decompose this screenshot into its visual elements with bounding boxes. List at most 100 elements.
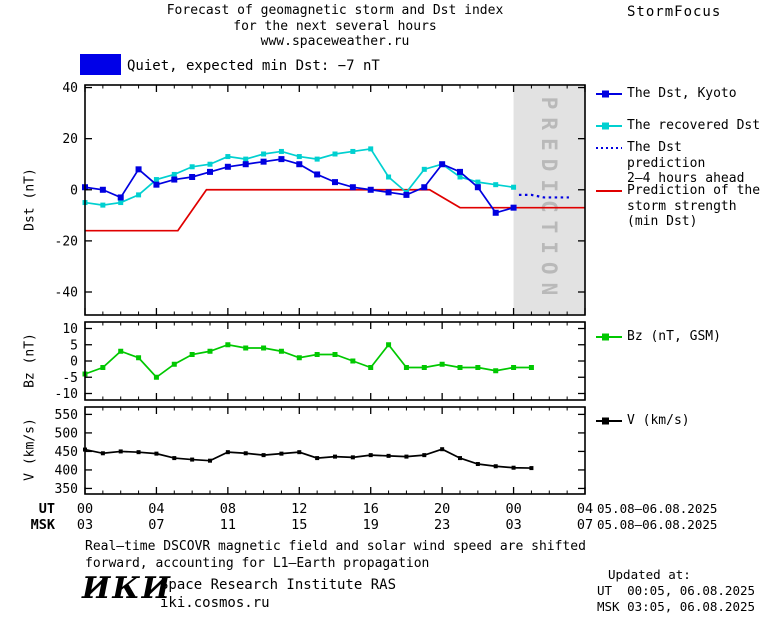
series-storm-strength [85,188,585,232]
dst-ytick-label: 0 [70,183,78,198]
marker-v [368,453,373,458]
dst-ytick-label: 20 [62,132,78,147]
v-swatch [596,415,622,427]
marker-bz [225,342,231,348]
v-plot: 550 500 450 400 350 [55,406,586,497]
marker-recovered-dst [278,148,284,154]
marker-recovered-dst [350,148,356,154]
msk-tick-label: 07 [577,517,593,533]
marker-v [208,458,212,463]
marker-dst-kyoto [135,166,142,173]
legend-label-line: storm strength [627,198,737,214]
marker-v [529,466,534,471]
marker-v [350,455,355,460]
marker-recovered-dst [118,200,124,206]
recovered-dst-swatch [596,120,622,132]
dst-prediction-legend-swatch-icon [596,147,622,149]
v-axis-label: V (km/s) [22,418,38,481]
updated-label: Updated at: [608,567,691,582]
legend-item-recovered-dst: The recovered Dst [596,118,760,134]
bz-swatch [596,331,622,343]
msk-tick-label: 23 [434,517,450,533]
marker-v [333,454,337,459]
site-url: www.spaceweather.ru [260,34,410,49]
legend-label-line: 2–4 hours ahead [627,171,745,186]
marker-dst-kyoto [224,163,231,170]
marker-v [172,456,177,461]
ut-row-label: UT [39,501,55,517]
marker-dst-kyoto [367,186,374,193]
dst-kyoto-legend-swatch-icon [596,90,622,98]
marker-bz [243,345,249,351]
dst-plot: PREDICTION 40 20 0 -20 -40 [55,81,586,316]
note-line-1: Real–time DSCOVR magnetic field and sola… [85,539,586,554]
institute-name: Space Research Institute RAS [160,577,397,593]
ut-tick-label: 12 [291,501,307,517]
marker-dst-kyoto [117,194,124,201]
bz-ytick-label: 10 [62,322,78,337]
bz-ytick-label: -10 [55,387,78,402]
dst-prediction-swatch [596,142,622,154]
marker-bz [350,358,356,364]
dst-ytick-label: -20 [55,234,78,249]
ut-tick-label: 04 [577,501,593,517]
v-frame [84,406,586,495]
marker-recovered-dst [243,156,249,162]
marker-dst-kyoto [296,161,303,168]
marker-v [422,453,427,458]
legend-label-recovered-dst: The recovered Dst [627,118,760,133]
marker-bz [171,361,177,367]
updated-ut: UT 00:05, 06.08.2025 [597,583,756,598]
msk-tick-label: 03 [505,517,521,533]
iki-logo: ИКИ [82,571,172,606]
marker-bz [332,352,338,357]
marker-v [118,449,123,454]
v-ytick-label: 450 [55,445,78,460]
marker-recovered-dst [493,182,499,188]
recovered-dst-legend-swatch-icon [596,122,622,130]
marker-v [493,464,498,469]
marker-bz [296,355,302,361]
marker-recovered-dst [153,177,159,183]
marker-dst-kyoto [474,184,481,191]
marker-recovered-dst [368,146,374,152]
marker-v [190,457,195,462]
marker-recovered-dst [207,161,213,167]
marker-dst-kyoto [278,156,285,163]
legend-label-v: V (km/s) [627,413,690,428]
prediction-band [513,86,585,314]
marker-bz [368,365,374,370]
marker-recovered-dst [475,179,481,185]
marker-v [297,450,302,455]
ut-tick-label: 08 [220,501,236,517]
page-title: Forecast of geomagnetic storm and Dst in… [85,3,585,50]
ut-tick-label: 16 [363,501,379,517]
marker-recovered-dst [332,151,338,157]
marker-dst-kyoto [385,189,392,196]
legend-label-dst-kyoto: The Dst, Kyoto [627,86,737,101]
institute-site: iki.cosmos.ru [160,595,270,611]
marker-v [404,454,409,459]
marker-dst-kyoto [421,184,428,191]
marker-bz [100,365,106,370]
msk-date-range: 05.08–06.08.2025 [597,517,717,532]
marker-bz [136,355,142,361]
marker-bz [493,368,499,374]
marker-recovered-dst [225,154,231,160]
v-ytick-label: 350 [55,482,78,497]
brand-stormfocus: StormFocus [627,4,722,20]
marker-recovered-dst [189,164,195,170]
marker-recovered-dst [421,166,427,172]
series-bz [84,343,532,379]
marker-recovered-dst [261,151,267,157]
marker-dst-kyoto [439,161,446,168]
marker-bz [511,365,517,370]
msk-tick-label: 03 [77,517,93,533]
marker-bz [278,348,284,354]
marker-v [511,465,516,470]
bz-frame [84,321,586,401]
marker-recovered-dst [171,171,177,177]
marker-dst-kyoto [153,181,160,188]
marker-v [243,451,248,456]
series-v [84,448,532,469]
